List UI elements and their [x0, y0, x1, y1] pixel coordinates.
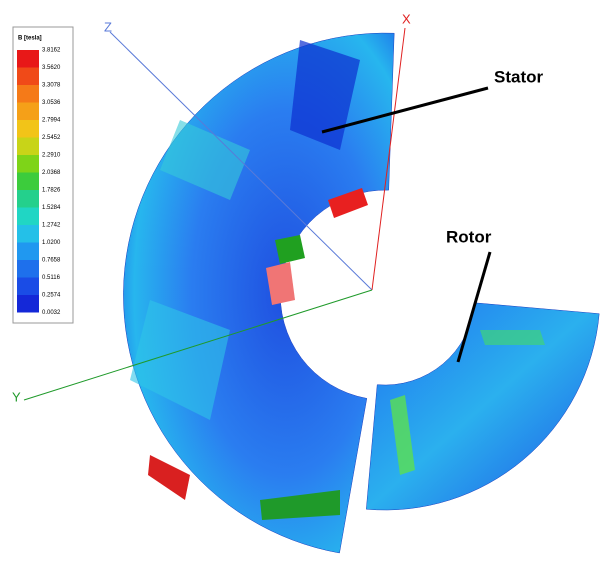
legend-swatch: [17, 225, 39, 243]
legend-swatch: [17, 190, 39, 208]
figure: Z X Y Stator Rotor B [tesla] 3.8162 3.562…: [0, 0, 609, 563]
legend-label: 1.7826: [42, 188, 61, 194]
legend-swatch: [17, 120, 39, 138]
axis-label: Y: [12, 389, 21, 404]
legend-swatch: [17, 138, 39, 156]
legend-swatch: [17, 68, 39, 86]
legend-label: 0.7658: [42, 258, 61, 264]
legend-label: 0.5116: [42, 275, 61, 281]
legend-label: 1.0200: [42, 240, 61, 246]
annotation: Rotor: [446, 227, 492, 246]
axis-label: X: [402, 11, 411, 26]
legend-swatch: [17, 173, 39, 191]
legend-label: 3.8162: [42, 48, 61, 54]
legend-label: 3.0536: [42, 100, 61, 106]
legend-swatch: [17, 295, 39, 313]
legend-label: 2.5452: [42, 135, 61, 141]
legend-label: 2.7994: [42, 118, 61, 124]
legend-swatch: [17, 103, 39, 121]
legend-label: 3.5620: [42, 65, 61, 71]
legend-swatch: [17, 155, 39, 173]
legend-title: B [tesla]: [18, 36, 42, 42]
legend-swatch: [17, 278, 39, 296]
legend-label: 2.0368: [42, 170, 61, 176]
annotation: Stator: [494, 67, 544, 86]
stator-tooth: [275, 235, 305, 264]
legend-label: 0.2574: [42, 293, 61, 299]
legend-swatch: [17, 85, 39, 103]
legend-label: 1.2742: [42, 223, 61, 229]
legend-swatch: [17, 208, 39, 226]
legend-swatch: [17, 260, 39, 278]
legend-swatch: [17, 243, 39, 261]
axis-label: Z: [104, 19, 112, 34]
legend-label: 2.2910: [42, 153, 61, 159]
legend-label: 1.5284: [42, 205, 61, 211]
legend-label: 3.3078: [42, 83, 61, 89]
rotor-patch: [480, 330, 545, 345]
legend-swatch: [17, 50, 39, 68]
legend-label: 0.0032: [42, 310, 61, 316]
legend: B [tesla] 3.8162 3.5620 3.3078 3.0536 2.7994…: [13, 27, 73, 323]
